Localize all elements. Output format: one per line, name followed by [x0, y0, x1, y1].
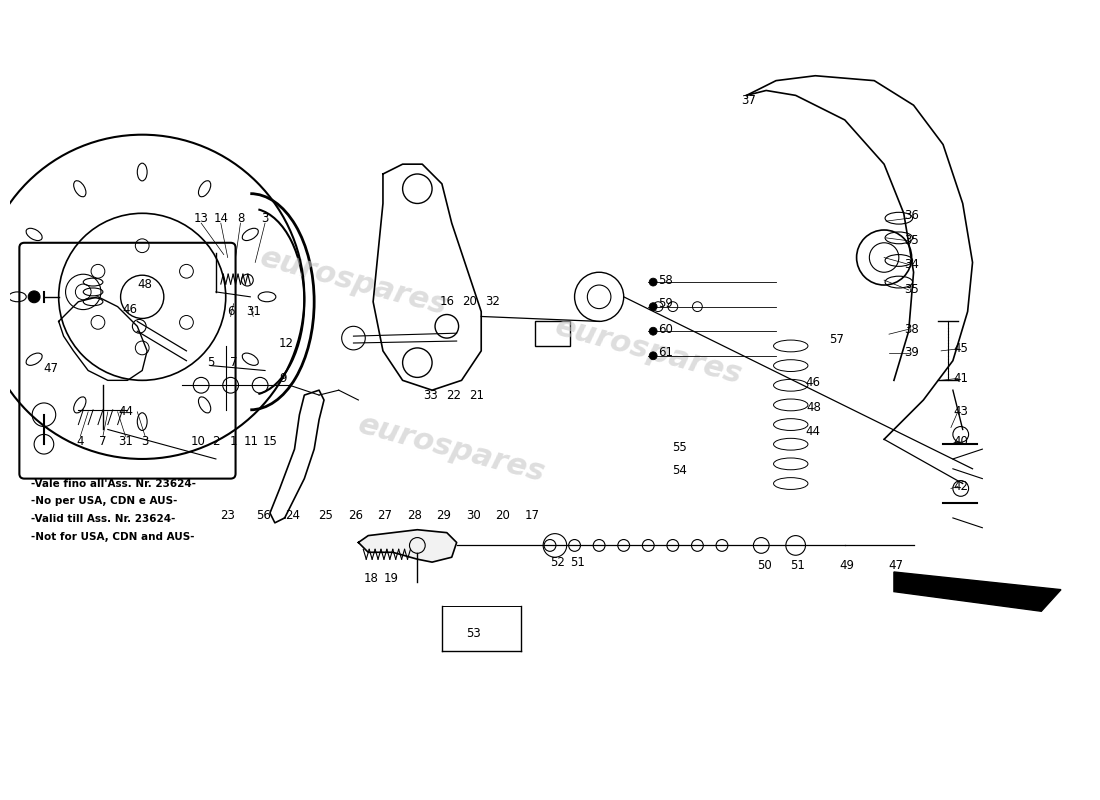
Text: 20: 20	[462, 295, 477, 308]
Text: 22: 22	[447, 389, 461, 402]
Text: 7: 7	[230, 356, 238, 369]
Text: 56: 56	[255, 510, 271, 522]
Text: 20: 20	[495, 510, 510, 522]
Text: -No per USA, CDN e AUS-: -No per USA, CDN e AUS-	[31, 496, 177, 506]
Text: 44: 44	[806, 425, 821, 438]
Text: 17: 17	[525, 510, 540, 522]
Text: 40: 40	[954, 434, 968, 448]
Text: -Vale fino all'Ass. Nr. 23624-: -Vale fino all'Ass. Nr. 23624-	[31, 478, 196, 489]
Text: eurospares: eurospares	[355, 410, 549, 488]
Text: 11: 11	[244, 434, 258, 448]
Text: 28: 28	[407, 510, 421, 522]
Text: 16: 16	[439, 295, 454, 308]
Text: 23: 23	[220, 510, 235, 522]
Text: 10: 10	[190, 434, 206, 448]
Text: 43: 43	[954, 406, 968, 418]
Text: 38: 38	[904, 322, 918, 336]
Text: 7: 7	[99, 434, 107, 448]
Text: 37: 37	[741, 94, 756, 106]
Text: 44: 44	[118, 406, 133, 418]
Circle shape	[649, 352, 657, 360]
Text: 30: 30	[466, 510, 481, 522]
Text: 45: 45	[954, 342, 968, 355]
Text: 2: 2	[212, 434, 220, 448]
Text: 60: 60	[659, 322, 673, 336]
Text: 51: 51	[790, 558, 805, 571]
Polygon shape	[359, 530, 456, 562]
Text: 54: 54	[672, 464, 688, 478]
Text: 21: 21	[469, 389, 484, 402]
Text: 48: 48	[138, 278, 153, 290]
Text: 49: 49	[839, 558, 855, 571]
Text: 33: 33	[422, 389, 438, 402]
Text: 31: 31	[245, 305, 261, 318]
Text: 31: 31	[118, 434, 133, 448]
Text: 25: 25	[319, 510, 333, 522]
Text: 12: 12	[279, 337, 294, 350]
Text: 39: 39	[904, 346, 918, 359]
Text: 35: 35	[904, 283, 918, 297]
Text: 46: 46	[122, 303, 136, 316]
Text: 58: 58	[659, 274, 673, 286]
Polygon shape	[894, 572, 1062, 611]
Text: 3: 3	[262, 212, 268, 225]
Text: 13: 13	[194, 212, 209, 225]
Text: 46: 46	[806, 376, 821, 389]
Text: 61: 61	[659, 346, 673, 359]
Circle shape	[29, 291, 40, 302]
Text: 47: 47	[43, 362, 58, 375]
Text: 59: 59	[659, 298, 673, 310]
Text: 52: 52	[550, 556, 565, 569]
Text: 29: 29	[437, 510, 451, 522]
Text: 47: 47	[889, 558, 903, 571]
Text: 1: 1	[230, 434, 238, 448]
Text: 15: 15	[263, 434, 277, 448]
Text: 6: 6	[227, 305, 234, 318]
Text: 3: 3	[142, 434, 148, 448]
Text: 8: 8	[236, 212, 244, 225]
Text: 53: 53	[466, 627, 481, 640]
Text: 36: 36	[904, 209, 918, 222]
Text: 9: 9	[279, 372, 286, 385]
Text: 57: 57	[829, 333, 845, 346]
Circle shape	[649, 327, 657, 335]
Text: 41: 41	[954, 372, 968, 385]
Circle shape	[649, 302, 657, 310]
Text: 5: 5	[207, 356, 215, 369]
Text: 55: 55	[672, 441, 688, 454]
Text: 35: 35	[904, 234, 918, 247]
Text: 24: 24	[285, 510, 300, 522]
Text: 19: 19	[383, 572, 398, 586]
Text: -Valid till Ass. Nr. 23624-: -Valid till Ass. Nr. 23624-	[31, 514, 176, 524]
Text: 50: 50	[757, 558, 771, 571]
Text: 32: 32	[485, 295, 501, 308]
Text: 42: 42	[954, 480, 968, 493]
Bar	[536, 322, 570, 346]
Text: eurospares: eurospares	[551, 312, 745, 390]
Text: 51: 51	[570, 556, 585, 569]
Text: 14: 14	[213, 212, 229, 225]
Text: 26: 26	[348, 510, 363, 522]
Text: 18: 18	[364, 572, 378, 586]
Circle shape	[649, 278, 657, 286]
Text: 48: 48	[806, 402, 821, 414]
FancyBboxPatch shape	[20, 242, 235, 478]
Text: 27: 27	[377, 510, 393, 522]
Text: -Not for USA, CDN and AUS-: -Not for USA, CDN and AUS-	[31, 531, 195, 542]
Text: eurospares: eurospares	[256, 243, 450, 321]
Text: 4: 4	[77, 434, 84, 448]
Text: 34: 34	[904, 258, 918, 271]
